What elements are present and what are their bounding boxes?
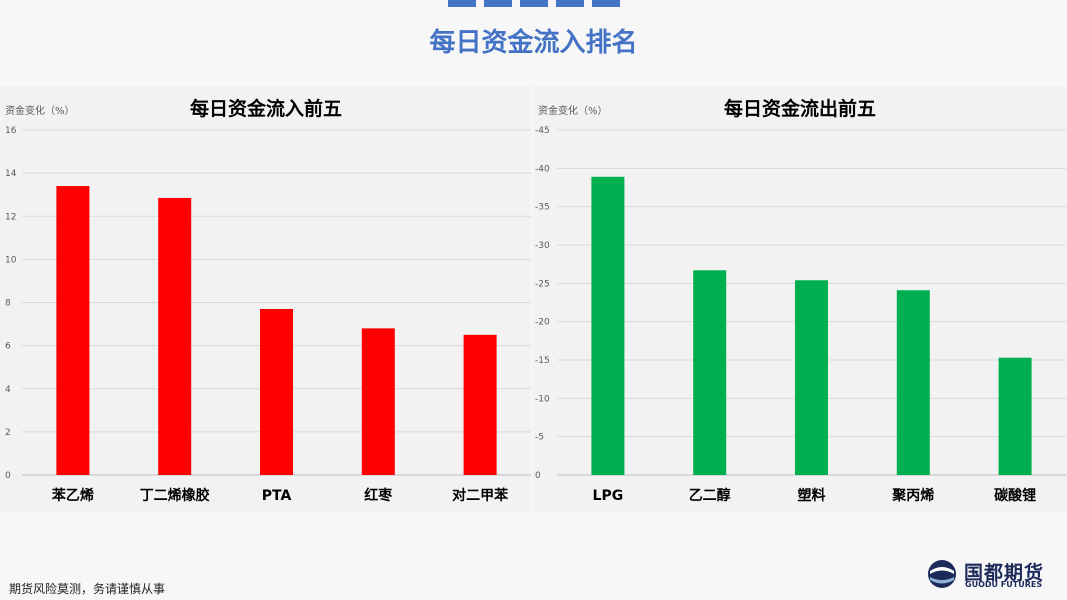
y-tick-label: -25 bbox=[535, 279, 550, 289]
y-tick-label: 16 bbox=[5, 126, 17, 136]
y-tick-label: -40 bbox=[535, 164, 550, 174]
bar-苯乙烯 bbox=[56, 186, 90, 475]
bar-PTA bbox=[260, 308, 293, 475]
category-label: 丁二烯橡胶 bbox=[140, 487, 210, 504]
category-label: LPG bbox=[593, 488, 624, 504]
category-label: 红枣 bbox=[364, 487, 393, 504]
y-tick-label: -35 bbox=[535, 203, 550, 213]
category-label: 碳酸锂 bbox=[994, 487, 1036, 504]
category-label: 苯乙烯 bbox=[51, 487, 94, 504]
risk-disclaimer: 期货风险莫测，务请谨慎从事 bbox=[9, 582, 166, 596]
bar-对二甲苯 bbox=[463, 334, 497, 475]
y-tick-label: -10 bbox=[535, 394, 550, 404]
inflow-chart-panel: 每日资金流入前五 资金变化（%） 0 2 4 6 8 10 12 14 16 苯乙烯 丁二烯橡胶 PTA 红… bbox=[0, 86, 531, 513]
logo-text-en: GUODU FUTURES bbox=[965, 580, 1043, 589]
y-tick-label: 14 bbox=[5, 169, 17, 179]
y-tick-label: 0 bbox=[535, 471, 541, 481]
y-tick-label: 6 bbox=[5, 342, 11, 352]
bar-红枣 bbox=[361, 328, 395, 475]
inflow-chart: 每日资金流入前五 资金变化（%） 0 2 4 6 8 10 12 14 16 苯乙烯 丁二烯橡胶 PTA 红… bbox=[5, 97, 531, 504]
company-logo: 国都期货 GUODU FUTURES bbox=[924, 556, 1056, 592]
category-label: 乙二醇 bbox=[689, 487, 731, 504]
bar-碳酸锂 bbox=[998, 357, 1032, 475]
category-label: 对二甲苯 bbox=[452, 487, 509, 504]
y-tick-label: 12 bbox=[5, 212, 16, 222]
y-tick-label: 2 bbox=[5, 428, 11, 438]
page-title: 每日资金流入排名 bbox=[429, 28, 638, 58]
bar-塑料 bbox=[795, 280, 828, 475]
y-tick-label: 8 bbox=[5, 299, 11, 309]
outflow-chart: 每日资金流出前五 资金变化（%） 0 -5 -10 -15 -20 -25 -30 -35 -40 -… bbox=[535, 97, 1066, 504]
y-tick-label: 10 bbox=[5, 255, 17, 265]
outflow-chart-panel: 每日资金流出前五 资金变化（%） 0 -5 -10 -15 -20 -25 -30 -35 -40 -… bbox=[533, 86, 1067, 513]
bar-LPG bbox=[591, 176, 625, 475]
logo-text-cn: 国都期货 bbox=[964, 562, 1045, 584]
y-tick-label: -45 bbox=[535, 126, 550, 136]
bar-丁二烯橡胶 bbox=[158, 197, 192, 475]
y-tick-label: -20 bbox=[535, 318, 550, 328]
y-axis-label: 资金变化（%） bbox=[538, 104, 608, 117]
bar-聚丙烯 bbox=[896, 290, 930, 475]
category-label: 聚丙烯 bbox=[891, 487, 934, 504]
chart-title: 每日资金流出前五 bbox=[724, 97, 876, 120]
y-tick-label: -5 bbox=[535, 433, 544, 443]
category-label: PTA bbox=[262, 488, 292, 504]
chart-title: 每日资金流入前五 bbox=[190, 97, 342, 120]
guodu-logo-icon bbox=[928, 560, 956, 588]
bar-乙二醇 bbox=[693, 270, 727, 475]
y-tick-label: 4 bbox=[5, 385, 11, 395]
y-tick-label: -30 bbox=[535, 241, 550, 251]
y-tick-label: 0 bbox=[5, 471, 11, 481]
y-tick-label: -15 bbox=[535, 356, 550, 366]
top-decoration bbox=[448, 0, 620, 7]
y-axis-label: 资金变化（%） bbox=[5, 104, 75, 117]
category-label: 塑料 bbox=[798, 487, 826, 504]
